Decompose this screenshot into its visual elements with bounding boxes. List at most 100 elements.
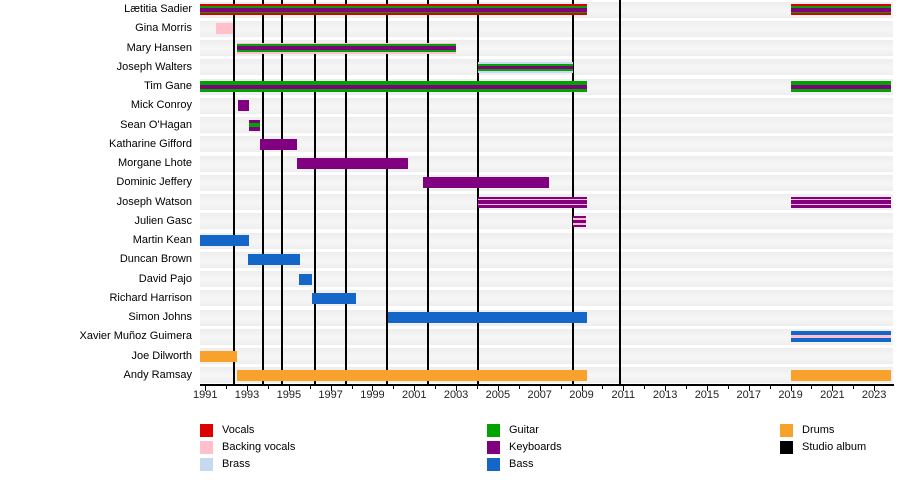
keyboards-stripe: [200, 84, 587, 89]
bass-stripe: [790, 331, 891, 336]
keyboards-stripe: [200, 7, 587, 12]
member-label: Morgane Lhote: [118, 157, 192, 170]
drums-swatch: [780, 424, 793, 437]
year-tick: [476, 386, 478, 389]
guitar-stripe: [200, 11, 587, 14]
member-row-band: [200, 20, 893, 37]
backing_vocals-stripe: [215, 23, 234, 35]
member-label: Tim Gane: [144, 80, 192, 93]
year-label: 1997: [318, 389, 343, 401]
timeline-bar: [215, 23, 234, 35]
timeline-bar: [200, 350, 237, 362]
year-tick: [435, 386, 437, 389]
year-label: 2013: [652, 389, 678, 401]
year-label: 2003: [443, 389, 469, 401]
keyboards-stripe: [236, 46, 457, 50]
member-label: Katharine Gifford: [109, 137, 192, 150]
studio-album-line: [345, 0, 348, 385]
keyboards-stripe: [478, 200, 587, 204]
year-tick: [769, 386, 771, 389]
keyboards-stripe: [573, 219, 586, 223]
keyboards-stripe: [249, 126, 260, 131]
legend-label: Bass: [509, 458, 534, 470]
keyboards-stripe: [478, 196, 587, 199]
legend-label: Studio album: [802, 441, 867, 453]
legend-label: Backing vocals: [222, 441, 296, 453]
studio-album-line: [313, 0, 316, 385]
year-tick: [727, 386, 729, 389]
year-label: 2019: [778, 389, 803, 401]
year-tick: [832, 386, 834, 391]
year-tick: [811, 386, 813, 389]
brass-stripe: [478, 61, 574, 64]
year-tick: [267, 386, 269, 389]
member-label: Sean O'Hagan: [120, 118, 192, 131]
member-label: Simon Johns: [128, 311, 192, 324]
member-label: Mick Conroy: [130, 99, 192, 112]
member-label: Joseph Watson: [116, 195, 192, 208]
year-label: 2005: [485, 389, 511, 401]
timeline-bar: [790, 4, 891, 16]
member-label: Julien Gasc: [134, 214, 192, 227]
year-label: 2023: [861, 389, 887, 401]
year-tick: [330, 386, 332, 391]
keyboards-stripe: [790, 205, 891, 208]
legend-label: Keyboards: [509, 441, 562, 453]
studio-album-line: [261, 0, 264, 385]
year-tick: [309, 386, 311, 389]
year-label: 1999: [360, 389, 385, 401]
backing_vocals-stripe: [573, 223, 586, 225]
keyboards-stripe: [237, 100, 250, 112]
year-tick: [518, 386, 520, 389]
timeline-bar: [200, 235, 250, 247]
legend-label: Vocals: [222, 424, 255, 436]
backing_vocals-swatch: [200, 441, 213, 454]
legend-label: Brass: [222, 458, 251, 470]
guitar-stripe: [200, 6, 587, 8]
bass-swatch: [487, 458, 500, 471]
backing_vocals-stripe: [236, 51, 457, 54]
timeline-bar: [299, 273, 312, 285]
timeline-bar: [311, 292, 356, 304]
year-tick: [686, 386, 688, 389]
legend-label: Guitar: [509, 424, 539, 436]
timeline-bar: [237, 100, 250, 112]
member-row-band: [200, 271, 893, 288]
member-row-band: [200, 328, 893, 345]
bass-stripe: [388, 312, 587, 324]
year-label: 2015: [694, 389, 720, 401]
vocals-stripe: [200, 4, 587, 7]
keyboards-stripe: [478, 65, 574, 69]
member-label: Martin Kean: [132, 234, 192, 247]
bass-stripe: [790, 338, 891, 343]
year-label: 2007: [527, 389, 552, 401]
member-row-band: [200, 348, 893, 365]
vocals-swatch: [200, 424, 213, 437]
member-label: Dominic Jeffery: [116, 176, 192, 189]
year-tick: [748, 386, 750, 391]
guitar-stripe: [200, 88, 587, 93]
bass-stripe: [299, 273, 312, 285]
vocals-stripe: [790, 13, 891, 16]
keyboards-stripe: [249, 119, 260, 124]
timeline-bar: [259, 138, 298, 150]
member-label: Joe Dilworth: [131, 349, 192, 362]
vocals-stripe: [200, 13, 587, 16]
timeline-bar: [790, 369, 891, 381]
backing_vocals-stripe: [236, 42, 457, 45]
keyboards-stripe: [422, 177, 550, 189]
guitar-stripe: [249, 123, 260, 127]
year-tick: [623, 386, 625, 391]
brass-swatch: [200, 458, 213, 471]
studio-album-line: [477, 0, 480, 385]
guitar-stripe: [478, 63, 574, 66]
year-tick: [393, 386, 395, 389]
member-label: Lætitia Sadier: [124, 3, 192, 16]
studio-album-line: [280, 0, 283, 385]
member-label: Mary Hansen: [126, 41, 192, 54]
timeline-bar: [478, 196, 587, 208]
member-row-band: [200, 232, 893, 249]
year-tick: [581, 386, 583, 391]
timeline-bar: [388, 312, 587, 324]
